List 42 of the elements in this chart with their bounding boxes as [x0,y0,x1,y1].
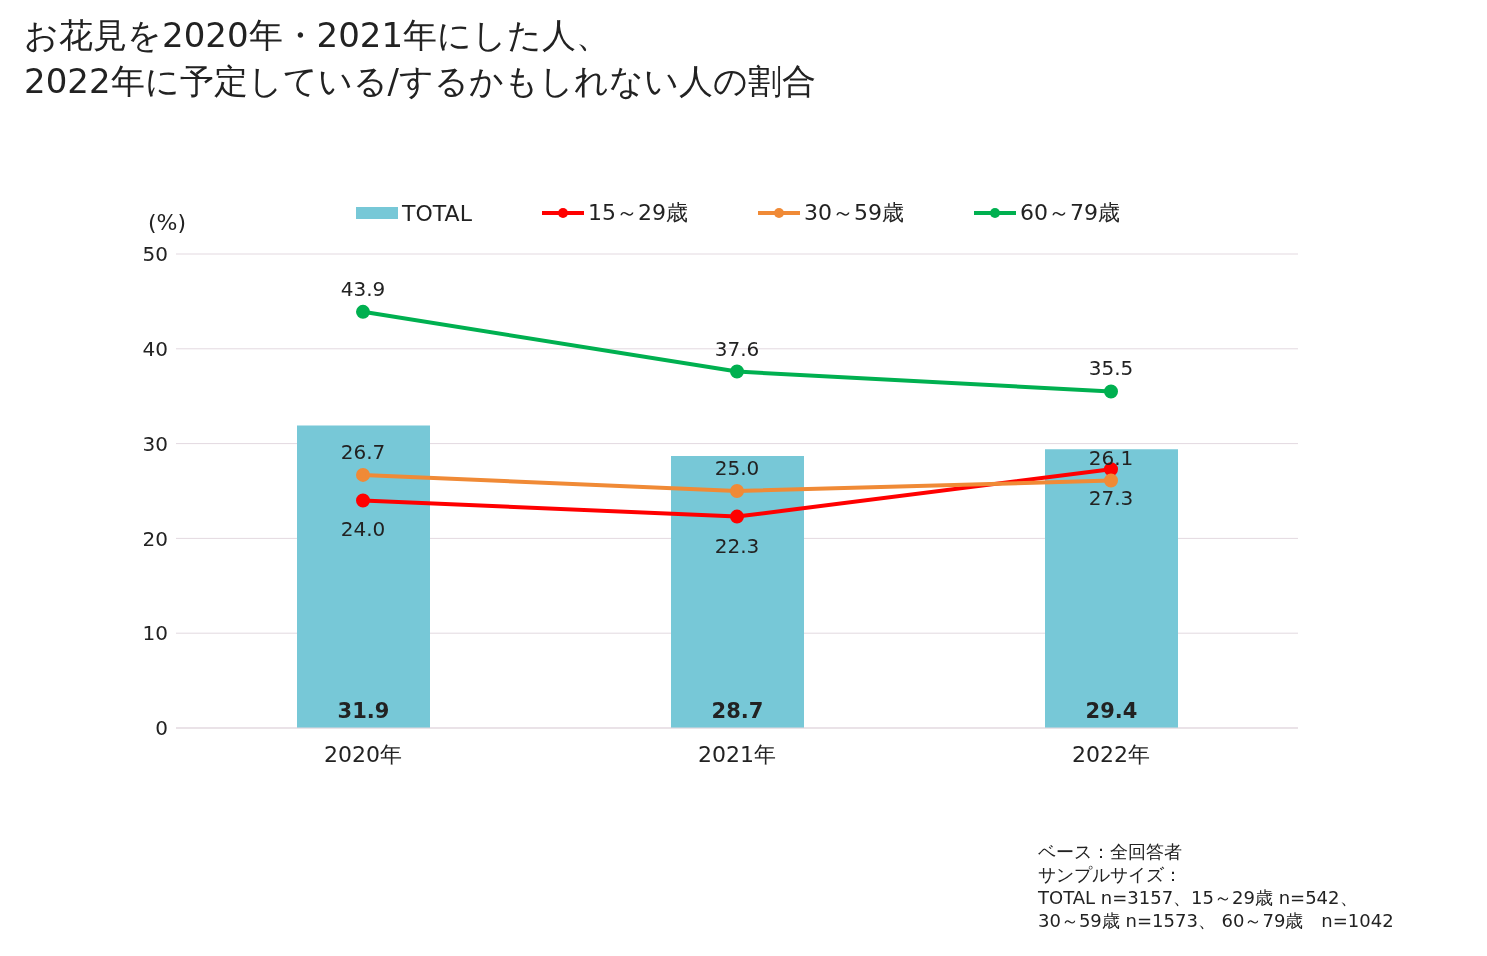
legend-label: 30～59歳 [803,199,904,227]
point [730,484,744,498]
text: サンプルサイズ： [1038,863,1183,886]
point [730,364,744,379]
data-label: 27.3 [1088,486,1134,511]
data-label: 35.5 [1088,356,1134,381]
bar [671,455,804,728]
data-label: 25.0 [714,456,760,480]
x-tick-label: 2021年 [698,741,776,767]
y-tick-label: 20 [142,526,168,551]
y-axis-title: (%) [148,210,187,235]
data-label: 37.6 [714,336,760,361]
point [730,509,744,524]
y-tick-label: 10 [142,621,168,646]
data-label: 26.1 [1088,445,1134,470]
point [356,304,370,319]
legend-label: 60～79歳 [1019,199,1120,227]
y-tick-label: 50 [142,242,168,267]
data-label: 43.9 [340,276,386,301]
x-tick-label: 2022年 [1072,741,1150,767]
data-label: 26.7 [340,439,386,464]
legend-label: 15～29歳 [587,199,688,227]
text: 30～59歳 n=1573、 60～79歳 n=1042 [1038,909,1394,932]
x-tick-label: 2020年 [324,741,402,767]
y-tick-label: 0 [155,716,168,741]
text: TOTAL n=3157、15～29歳 n=542、 [1038,886,1359,909]
chart-title: お花見を2020年・2021年にした人、 2022年に予定している/するかもしれない人の割合 [24,14,816,103]
point [356,467,370,482]
point [1104,384,1118,399]
point [1104,473,1118,488]
bar [1045,449,1178,728]
data-label: 29.4 [1085,699,1138,723]
data-label: 31.9 [337,699,390,723]
legend-label: TOTAL [402,200,472,226]
bar [297,425,430,728]
y-tick-label: 30 [142,431,168,456]
data-label: 22.3 [714,533,760,558]
data-label: 24.0 [340,517,386,542]
point [356,493,370,508]
data-label: 28.7 [711,699,764,723]
text: ベース：全回答者 [1038,840,1183,863]
y-tick-label: 40 [142,336,168,361]
